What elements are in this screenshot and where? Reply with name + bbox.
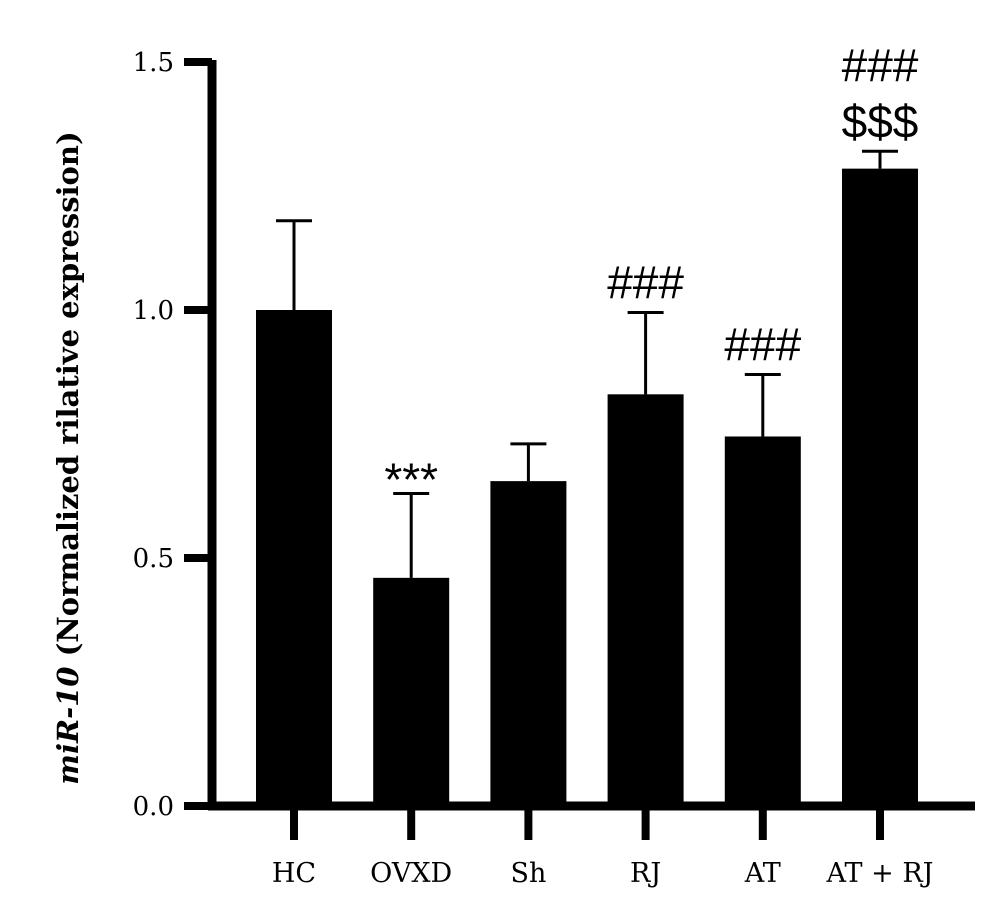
y-tick-label: 1.0: [133, 296, 174, 326]
bar: [373, 577, 450, 806]
significance-label: ***: [384, 454, 438, 506]
significance-label: ###: [607, 256, 684, 308]
x-tick-label: AT + RJ: [826, 858, 934, 889]
bars-layer: [256, 149, 918, 806]
bar: [842, 168, 918, 806]
bar: [724, 436, 801, 806]
significance-label: ###: [724, 318, 801, 370]
y-axis-title: miR-10 (Normalized rilative expression): [51, 131, 85, 784]
x-tick-label: Sh: [510, 858, 546, 889]
y-axis-title-italic: miR-10: [51, 667, 85, 785]
ticks-layer: [184, 58, 884, 840]
significance-label: ###: [842, 39, 919, 91]
labels-layer: 0.0 0.5 1.0 1.5 HC OVXD Sh RJ AT AT + RJ: [133, 48, 934, 889]
y-axis-title-rest: (Normalized rilative expression): [51, 131, 85, 666]
y-tick-label: 1.5: [133, 48, 174, 78]
significance-layer: ***#########$$$: [384, 39, 918, 505]
x-tick-label: AT: [744, 858, 781, 889]
x-tick-label: OVXD: [370, 858, 452, 889]
significance-label: $$$: [842, 95, 919, 147]
y-tick-label: 0.0: [133, 792, 174, 822]
bar: [490, 481, 567, 806]
x-tick-label: HC: [272, 858, 316, 889]
x-tick-label: RJ: [630, 858, 661, 889]
bar: [256, 310, 332, 806]
bar: [607, 394, 684, 806]
y-tick-label: 0.5: [133, 544, 174, 574]
axes-layer: [207, 60, 975, 811]
